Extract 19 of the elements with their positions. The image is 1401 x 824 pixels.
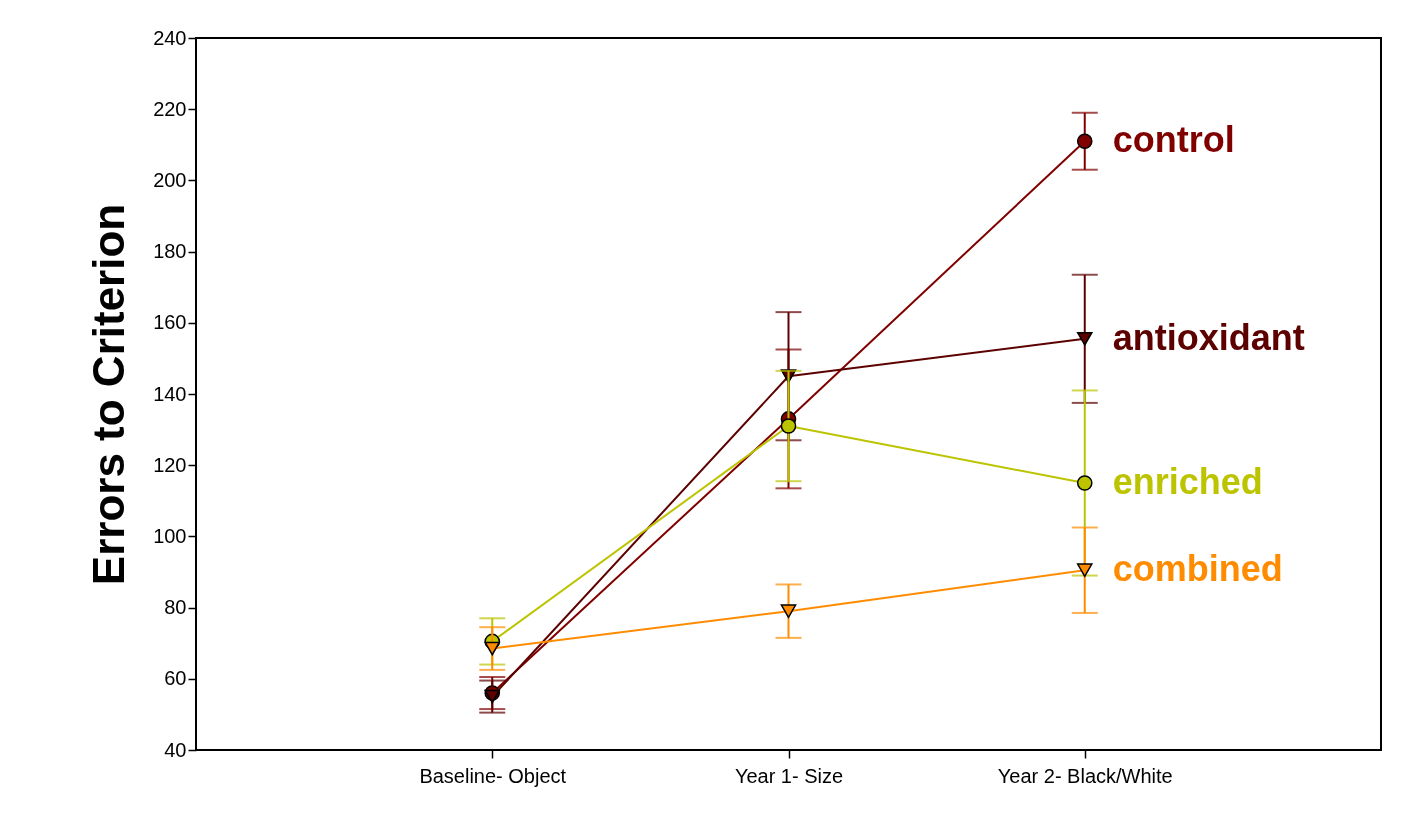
y-tick-label: 80	[164, 596, 187, 619]
y-tick-label: 220	[153, 97, 187, 120]
y-tick-label: 120	[153, 453, 187, 476]
series-label: control	[1112, 119, 1235, 161]
y-tick-label: 40	[164, 738, 187, 761]
y-tick-label: 140	[153, 382, 187, 405]
y-tick-label: 200	[153, 168, 187, 191]
y-tick-label: 100	[153, 524, 187, 547]
series-label: enriched	[1112, 461, 1263, 502]
y-tick-label: 160	[153, 311, 187, 334]
y-tick-label: 240	[153, 26, 187, 49]
x-tick-label: Year 2- Black/White	[997, 764, 1173, 787]
x-tick-label: Year 1- Size	[734, 764, 844, 787]
y-axis-title: Errors to Criterion	[84, 203, 134, 586]
y-tick-label: 60	[164, 667, 187, 690]
series-label: combined	[1112, 548, 1283, 590]
x-tick-label: Baseline- Object	[419, 764, 567, 787]
y-tick-label: 180	[153, 240, 187, 263]
series-label: antioxidant	[1112, 316, 1305, 358]
